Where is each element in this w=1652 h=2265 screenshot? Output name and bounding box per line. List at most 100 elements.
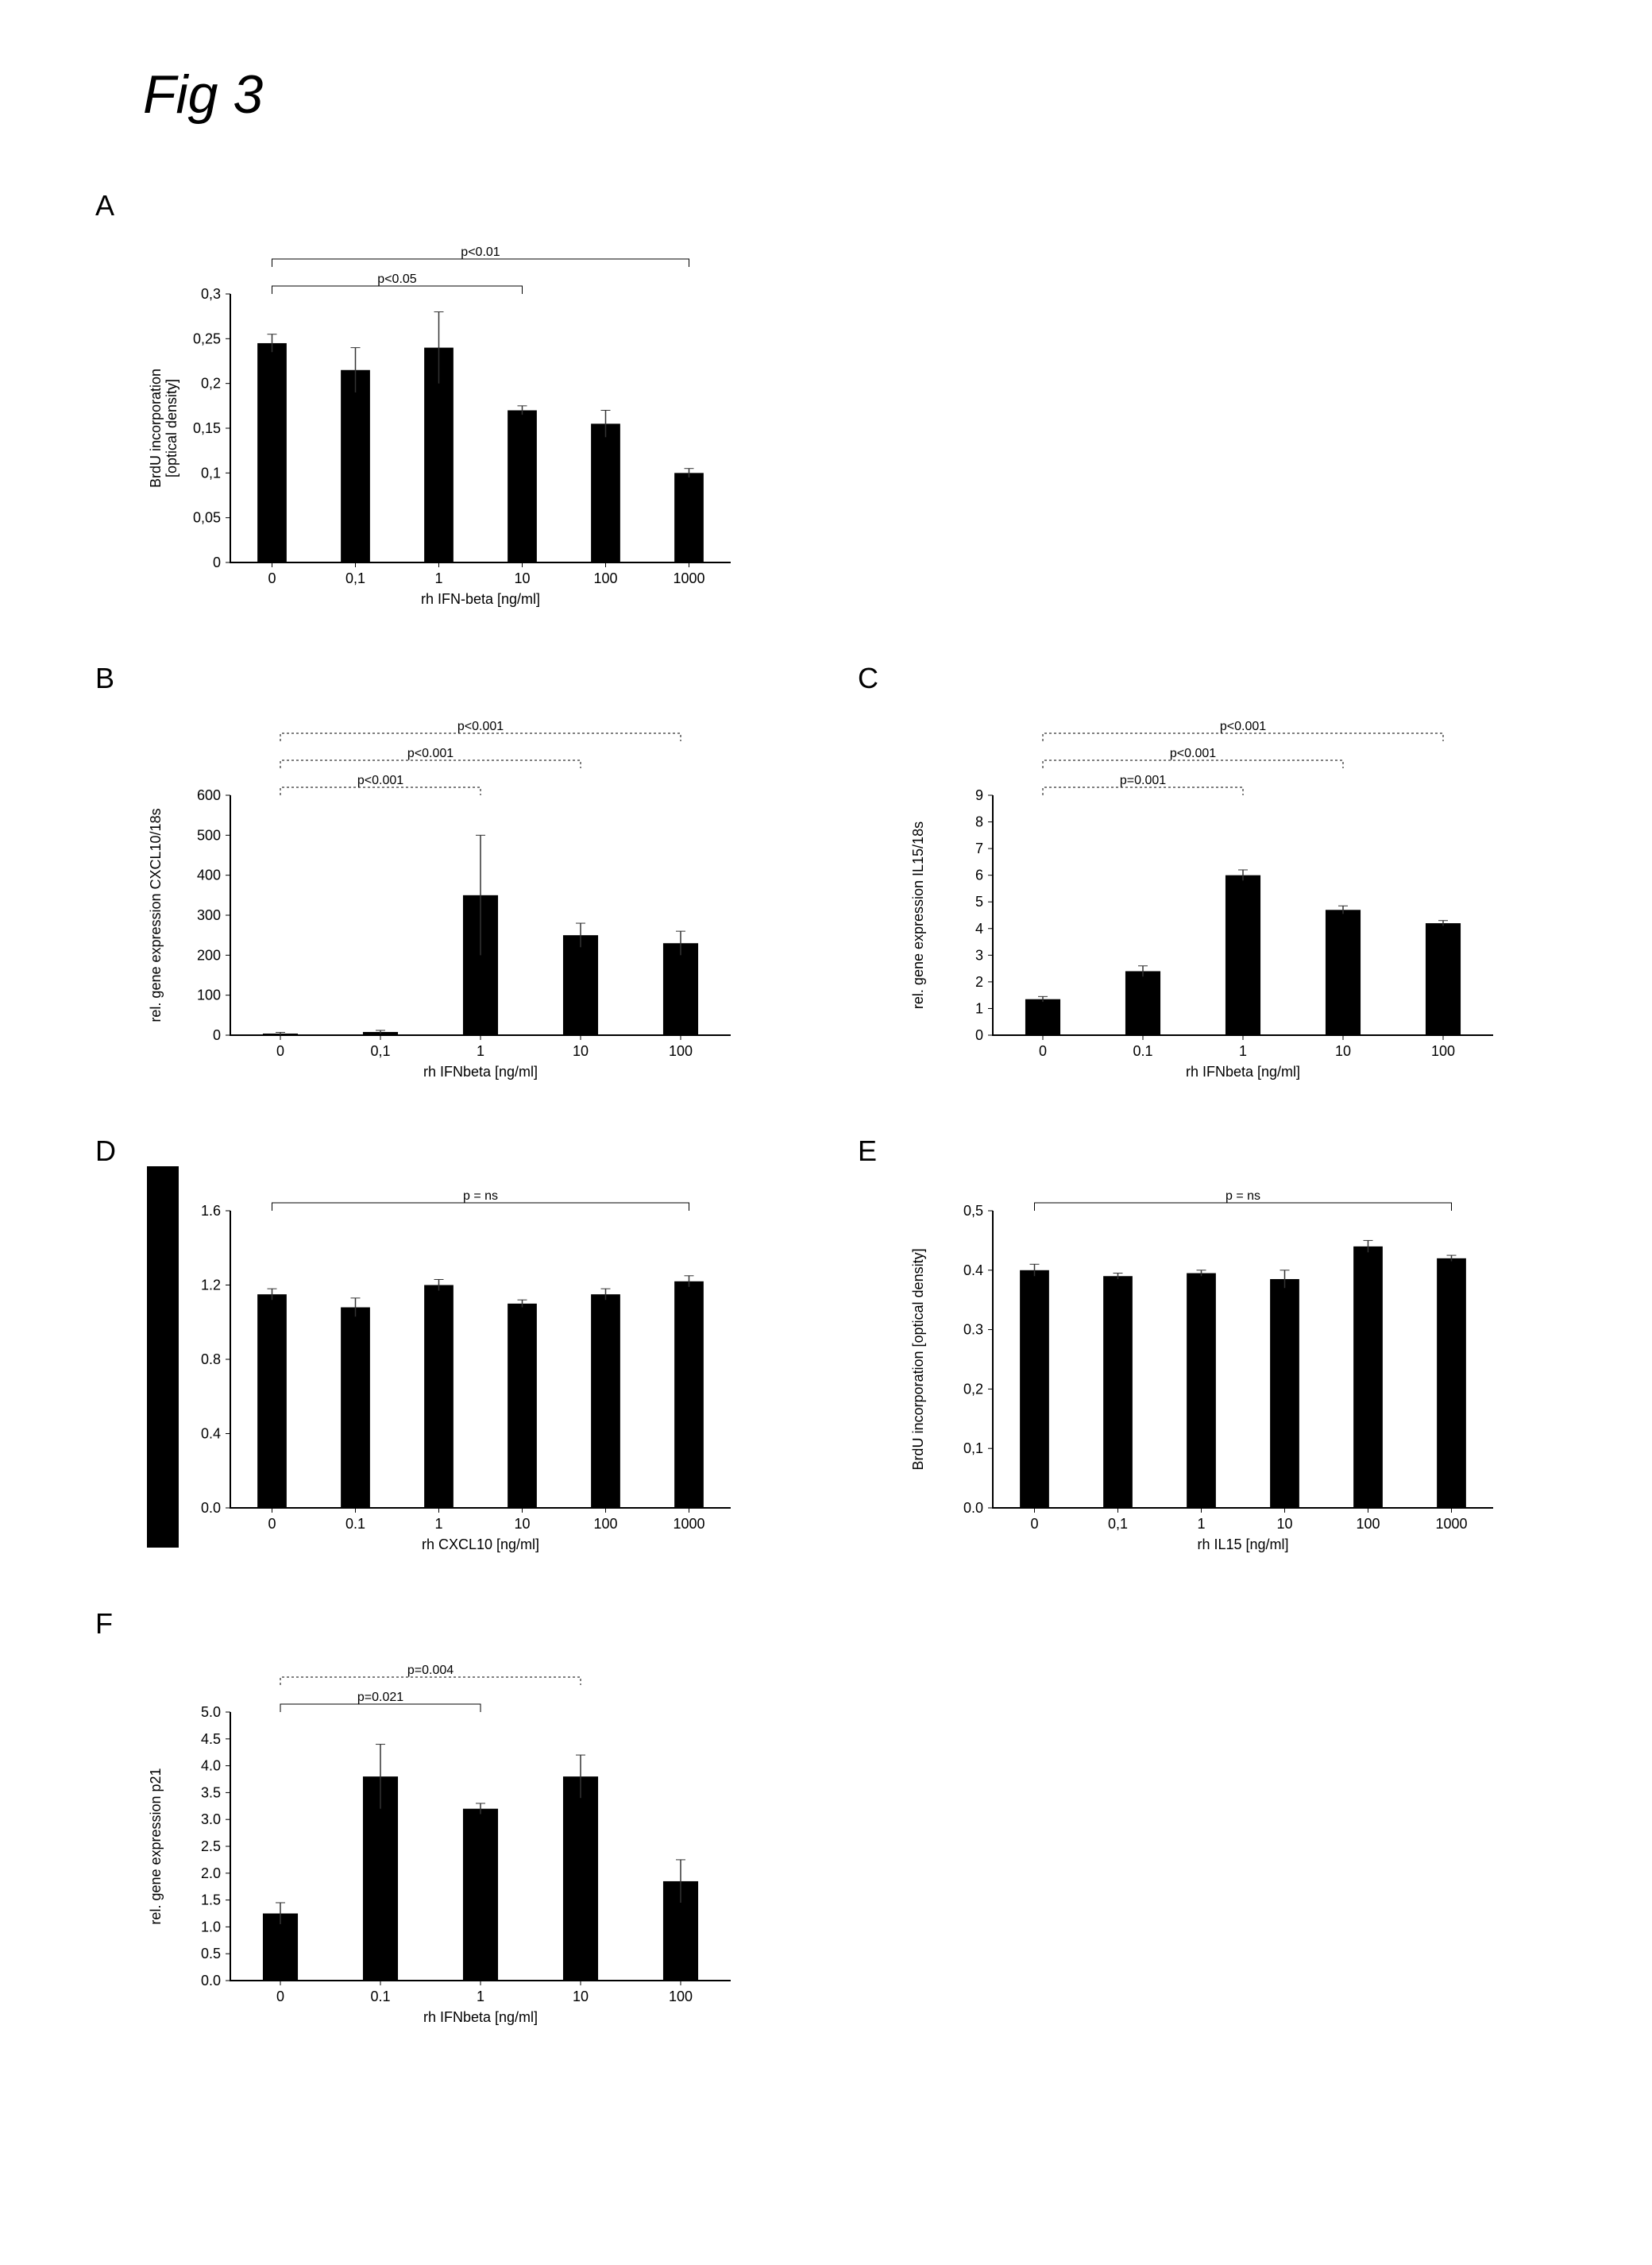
xaxis-label: rh IL15 [ng/ml] [1197, 1536, 1288, 1552]
ytick-label: 6 [975, 868, 983, 883]
bar [1187, 1274, 1216, 1508]
xtick-label: 1 [1197, 1516, 1205, 1532]
ytick-label: 1 [975, 1000, 983, 1016]
bar [1326, 910, 1361, 1035]
ytick-label: 500 [197, 827, 221, 843]
ytick-label: 200 [197, 947, 221, 963]
xtick-label: 0,1 [370, 1043, 390, 1059]
yaxis-label: rel. gene expression p21 [148, 1768, 164, 1924]
ytick-label: 0,1 [963, 1440, 983, 1456]
significance-label: p = ns [1225, 1189, 1260, 1203]
ytick-label: 0,2 [201, 376, 221, 392]
ytick-label: 300 [197, 907, 221, 923]
xtick-label: 0 [268, 570, 276, 586]
bar [1225, 875, 1260, 1035]
xtick-label: 0 [1030, 1516, 1038, 1532]
panel-label: F [95, 1607, 113, 1641]
significance-label: p<0.01 [461, 245, 500, 259]
xtick-label: 0 [276, 1043, 284, 1059]
xtick-label: 0 [276, 1989, 284, 2004]
ytick-label: 4.5 [201, 1731, 221, 1747]
ytick-label: 1.0 [201, 1919, 221, 1935]
bar [674, 1281, 704, 1508]
bar [563, 1776, 598, 1981]
bar [591, 423, 620, 562]
xtick-label: 0.1 [370, 1989, 390, 2004]
ytick-label: 3 [975, 947, 983, 963]
bar [1426, 923, 1461, 1035]
figure-title: Fig 3 [143, 64, 1557, 126]
xtick-label: 1 [477, 1043, 484, 1059]
significance-label: p<0.001 [457, 720, 504, 733]
panel-label: A [95, 189, 114, 222]
bar [257, 1294, 287, 1508]
xtick-label: 100 [669, 1043, 693, 1059]
xtick-label: 1 [434, 570, 442, 586]
ytick-label: 0,3 [201, 286, 221, 302]
yaxis-label: rel. gene expression IL15/18s [910, 821, 926, 1009]
panel-c: C 012345678900.1110100rh IFNbeta [ng/ml]… [858, 662, 1557, 1103]
ytick-label: 0 [975, 1027, 983, 1043]
ytick-label: 4 [975, 921, 983, 937]
bar [674, 473, 704, 562]
xtick-label: 100 [669, 1989, 693, 2004]
bar [257, 343, 287, 562]
xaxis-label: rh CXCL10 [ng/ml] [422, 1536, 539, 1552]
xtick-label: 0,1 [345, 570, 365, 586]
xtick-label: 10 [573, 1043, 589, 1059]
ytick-label: 0 [213, 1027, 221, 1043]
panel-a: A 00,050,10,150,20,250,300,11101001000rh… [95, 189, 794, 630]
significance-label: p<0.001 [407, 747, 454, 760]
ytick-label: 8 [975, 814, 983, 830]
bar [1025, 999, 1060, 1035]
ytick-label: 2.0 [201, 1865, 221, 1881]
panel-label: B [95, 662, 114, 695]
bar [508, 1304, 537, 1508]
ytick-label: 0,15 [193, 420, 221, 436]
significance-label: p=0.021 [357, 1691, 403, 1704]
panel-f: F 0.00.51.01.52.02.53.03.54.04.55.000.11… [95, 1607, 794, 2048]
ytick-label: 1.2 [201, 1277, 221, 1293]
bar [663, 943, 698, 1035]
ytick-label: 0.8 [201, 1351, 221, 1367]
bar [1103, 1276, 1133, 1508]
ytick-label: 7 [975, 841, 983, 856]
ytick-label: 400 [197, 868, 221, 883]
bar [424, 1285, 454, 1509]
ytick-label: 2 [975, 974, 983, 990]
xaxis-label: rh IFNbeta [ng/ml] [423, 1064, 538, 1080]
xtick-label: 10 [514, 570, 530, 586]
xtick-label: 1 [434, 1516, 442, 1532]
ytick-label: 0,05 [193, 510, 221, 526]
ytick-label: 100 [197, 988, 221, 1003]
xtick-label: 10 [1276, 1516, 1292, 1532]
ytick-label: 600 [197, 787, 221, 803]
bar [341, 1308, 370, 1508]
significance-label: p<0.001 [1220, 720, 1266, 733]
xtick-label: 0 [1039, 1043, 1047, 1059]
significance-label: p=0.004 [407, 1664, 454, 1677]
bar-chart: 0 100 200 300 400 500 600 0 0,1 1 10 100 rh IFNbeta … [143, 686, 747, 1099]
xtick-label: 1 [1239, 1043, 1247, 1059]
xtick-label: 10 [1335, 1043, 1351, 1059]
bar-chart: 00,050,10,150,20,250,300,11101001000rh I… [143, 213, 747, 626]
panel-label: E [858, 1134, 877, 1168]
significance-label: p<0.001 [357, 774, 403, 787]
ytick-label: 0,2 [963, 1381, 983, 1397]
bar [563, 935, 598, 1035]
ytick-label: 0,25 [193, 330, 221, 346]
significance-label: p<0.001 [1170, 747, 1216, 760]
bar-chart: 0.00.40.81.21.600.11101001000rh CXCL10 [… [143, 1158, 747, 1571]
ytick-label: 3.5 [201, 1784, 221, 1800]
ytick-label: 1.6 [201, 1203, 221, 1219]
xtick-label: 100 [1356, 1516, 1380, 1532]
bar [1125, 971, 1160, 1035]
ytick-label: 5.0 [201, 1704, 221, 1720]
ytick-label: 0.4 [201, 1426, 221, 1442]
xtick-label: 1000 [673, 570, 704, 586]
xtick-label: 1000 [1435, 1516, 1467, 1532]
xtick-label: 0 [268, 1516, 276, 1532]
ytick-label: 0.0 [201, 1973, 221, 1989]
bar-chart: 0.00.51.01.52.02.53.03.54.04.55.000.1110… [143, 1631, 747, 2044]
bar [508, 410, 537, 562]
